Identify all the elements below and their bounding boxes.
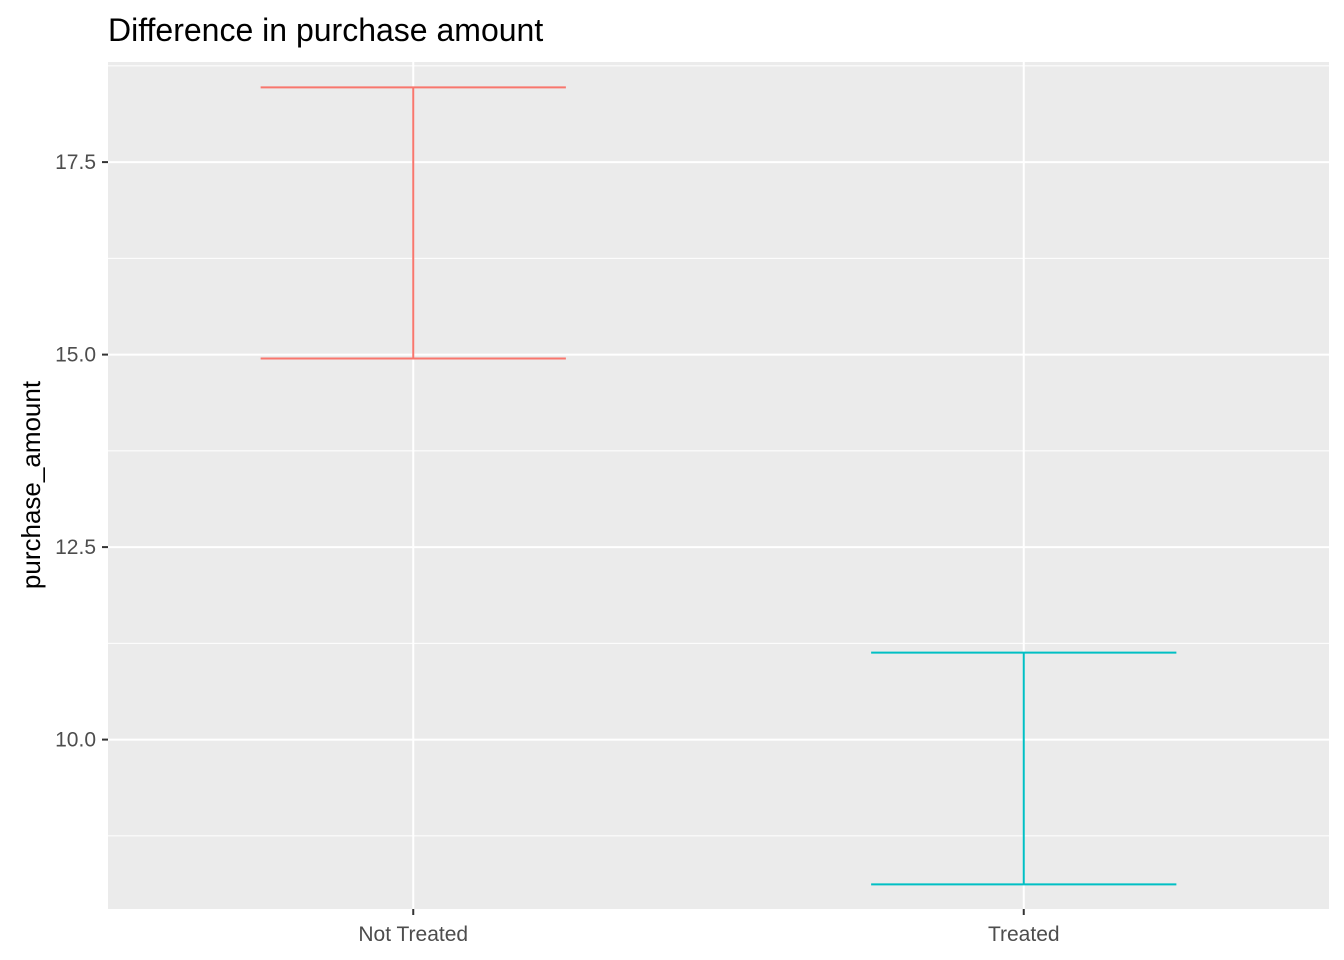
- x-axis: Not Treated Treated: [358, 909, 1060, 946]
- y-tick-label: 10.0: [55, 729, 96, 752]
- y-axis: 10.0 12.5 15.0 17.5: [55, 151, 108, 752]
- y-tick-label: 15.0: [55, 344, 96, 367]
- minor-gridlines: [108, 65, 1329, 837]
- errorbar-treated: [871, 651, 1177, 886]
- plot-panel: [108, 62, 1329, 909]
- y-axis-label: purchase_amount: [16, 380, 46, 589]
- chart-title: Difference in purchase amount: [108, 12, 543, 48]
- error-bars: [260, 86, 1177, 886]
- major-gridlines: [108, 62, 1329, 909]
- y-tick-label: 12.5: [55, 536, 96, 559]
- x-tick-label: Treated: [988, 923, 1060, 946]
- x-tick-label: Not Treated: [358, 923, 468, 946]
- y-tick-label: 17.5: [55, 151, 96, 174]
- errorbar-not-treated: [260, 86, 566, 360]
